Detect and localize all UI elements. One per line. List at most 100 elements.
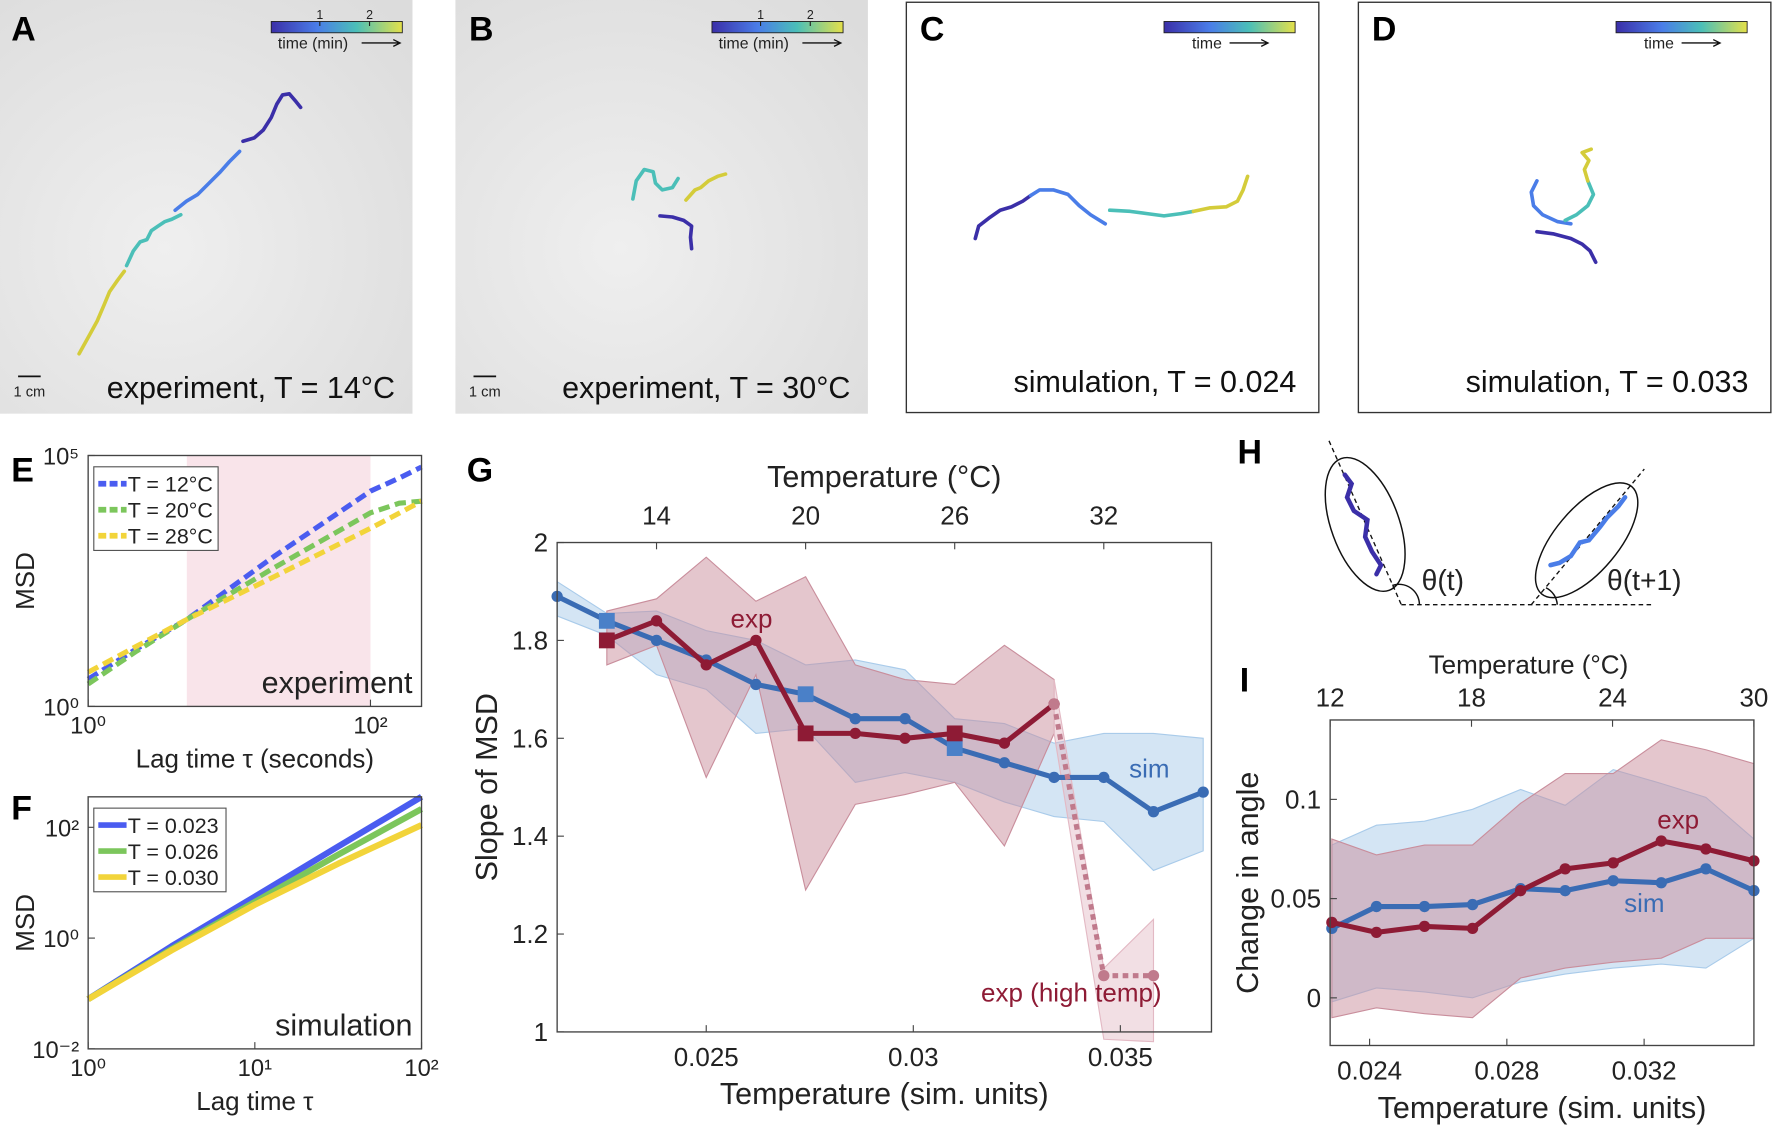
- panel-B-frame: [455, 0, 868, 414]
- y-tick-label: 10⁵: [43, 445, 79, 471]
- panel-annotation: experiment: [262, 666, 413, 700]
- legend-entry: T = 12°C: [128, 473, 213, 497]
- x-tick-label: 10⁰: [70, 1056, 106, 1082]
- data-point-square: [598, 612, 615, 629]
- x-tick-label: 0.028: [1474, 1055, 1539, 1085]
- data-point: [750, 678, 762, 691]
- trajectory-segment: [1191, 174, 1250, 214]
- colorbar-label: time: [1192, 36, 1222, 53]
- data-point: [1098, 771, 1110, 784]
- panel-label-D: D: [1372, 11, 1396, 49]
- x-tick-label: 0.025: [674, 1042, 739, 1072]
- data-point: [1147, 969, 1160, 982]
- data-point-square: [797, 686, 814, 703]
- x-tick-label: 0.024: [1337, 1055, 1402, 1085]
- theta-t1-label: θ(t+1): [1607, 564, 1682, 596]
- plot-frame: [87, 454, 423, 708]
- series-line-2: [86, 498, 423, 675]
- panel-D-frame: [1357, 1, 1772, 414]
- panel-label-B: B: [469, 11, 493, 49]
- legend-entry: T = 0.023: [128, 814, 219, 838]
- x-tick-label: 10²: [353, 714, 387, 740]
- data-point: [1655, 877, 1667, 889]
- data-point: [1418, 900, 1431, 913]
- trajectory-segment: [77, 269, 127, 356]
- data-point: [1418, 920, 1431, 933]
- x-tick-label: 0.035: [1088, 1042, 1153, 1072]
- time-colorbar: [1163, 21, 1296, 34]
- panel-C-frame: [905, 1, 1320, 414]
- trajectory-segment: [1107, 208, 1196, 218]
- trajectory-segment: [124, 212, 183, 268]
- top-x-tick-label: 32: [1089, 500, 1118, 530]
- data-point: [849, 727, 861, 740]
- data-point: [1466, 898, 1479, 911]
- time-colorbar: [1615, 21, 1748, 34]
- data-point: [1514, 885, 1527, 897]
- panel-caption: experiment, T = 14°C: [107, 371, 395, 405]
- legend-entry: T = 0.030: [128, 866, 219, 890]
- time-colorbar: [711, 21, 844, 34]
- colorbar-label: time: [1644, 36, 1674, 53]
- trajectory-segment: [658, 214, 694, 251]
- exp-label: exp: [1657, 804, 1699, 834]
- data-point: [899, 713, 911, 725]
- legend-entry: T = 0.026: [128, 840, 219, 864]
- x-tick-label: 0.032: [1612, 1055, 1677, 1085]
- colorbar-label: time (min): [719, 36, 789, 53]
- y-tick-label: 1.6: [512, 723, 548, 753]
- worm-t1: [1548, 495, 1628, 568]
- y-tick-label: 0: [1307, 983, 1321, 1013]
- y-tick-label: 1.4: [512, 821, 548, 851]
- data-point: [1197, 786, 1209, 798]
- data-point-square: [946, 725, 963, 742]
- series-line-2: [86, 822, 423, 1002]
- y-tick-label: 2: [534, 528, 548, 558]
- worm-t: [1342, 472, 1384, 577]
- top-x-tick-label: 14: [642, 500, 671, 530]
- series-line-1: [605, 618, 1056, 746]
- y-axis-label: MSD: [10, 552, 40, 610]
- panel-label-I: I: [1240, 662, 1249, 700]
- top-x-tick-label: 30: [1739, 682, 1768, 712]
- y-tick-label: 10²: [45, 816, 79, 842]
- trajectory-segment: [684, 172, 728, 202]
- y-tick-label: 10⁰: [43, 927, 79, 953]
- plot-frame: [1329, 719, 1755, 1047]
- colorbar-label: time (min): [278, 36, 348, 53]
- time-colorbar: [270, 21, 403, 34]
- data-point: [1700, 843, 1712, 855]
- top-x-axis-label: Temperature (°C): [767, 460, 1001, 494]
- data-point: [998, 757, 1011, 769]
- legend-entry: T = 20°C: [128, 499, 213, 523]
- top-x-tick-label: 24: [1598, 682, 1627, 712]
- chart-G: [551, 541, 1213, 1043]
- theta-t-label: θ(t): [1422, 564, 1464, 596]
- data-point: [1370, 900, 1383, 913]
- trajectory-segment: [1535, 229, 1598, 265]
- colorbar-tick-label: 2: [366, 8, 373, 22]
- colorbar-tick-label: 1: [316, 8, 323, 22]
- panel-label-H: H: [1237, 433, 1261, 471]
- legend-entry: T = 28°C: [128, 525, 213, 549]
- top-x-tick-label: 26: [940, 500, 969, 530]
- data-point: [1466, 922, 1479, 935]
- data-point: [1700, 863, 1712, 875]
- trajectory-segment: [1028, 188, 1108, 226]
- trajectory-segment: [1580, 147, 1593, 183]
- exp-label: exp: [731, 603, 773, 633]
- data-point: [998, 737, 1011, 749]
- axis-line-t1: [1530, 468, 1645, 606]
- angle-arc-t1: [1545, 587, 1559, 605]
- data-point: [650, 634, 663, 647]
- x-axis-label: Temperature (sim. units): [720, 1077, 1049, 1111]
- series-line-1: [1331, 838, 1755, 935]
- data-point-square: [797, 725, 814, 742]
- y-tick-label: 1.2: [512, 919, 548, 949]
- data-point: [1607, 875, 1619, 887]
- series-line-1: [86, 498, 422, 687]
- angle-arc-t: [1392, 583, 1421, 605]
- exp-high-temp-label: exp (high temp): [981, 977, 1162, 1007]
- panel-label-C: C: [920, 11, 944, 49]
